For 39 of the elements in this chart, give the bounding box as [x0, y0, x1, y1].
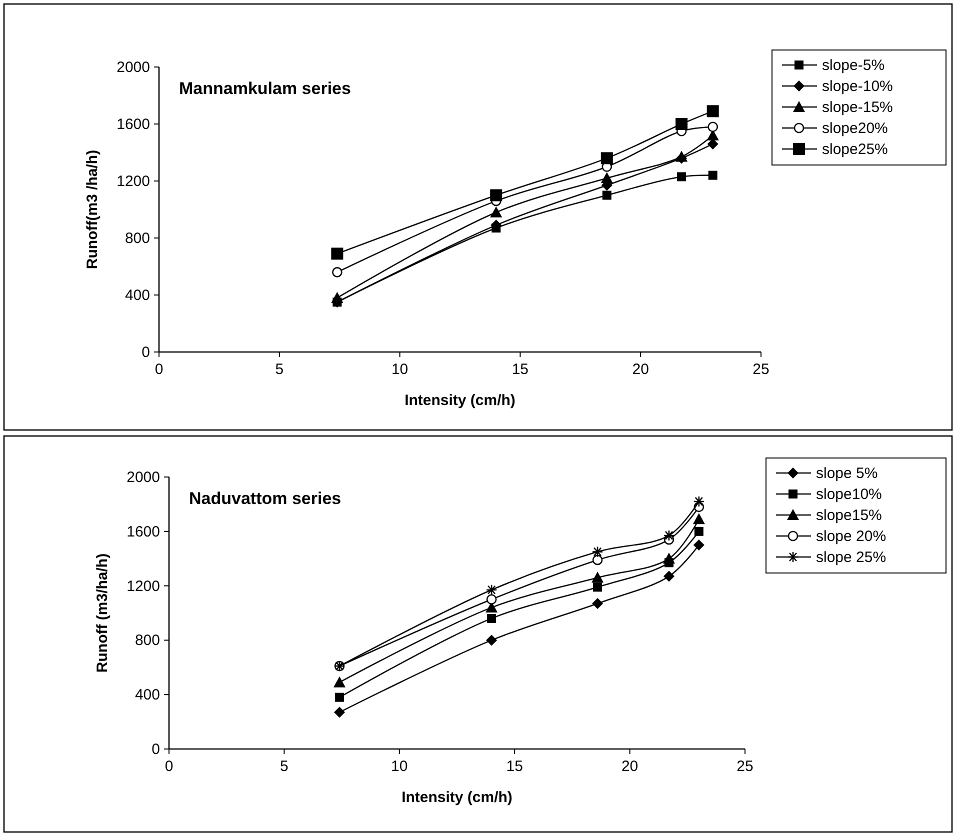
x-tick-label: 20	[632, 361, 649, 378]
text: Mannamkulam series	[179, 79, 351, 98]
x-tick-label: 25	[752, 361, 770, 378]
y-tick-label: 2000	[126, 469, 160, 486]
legend-label: slope20%	[822, 120, 888, 137]
y-tick-label: 800	[124, 230, 150, 247]
x-tick-label: 15	[506, 758, 523, 775]
x-tick-label: 20	[621, 758, 638, 775]
y-axis-title: Runoff (m3/ha/h)	[94, 553, 111, 673]
x-axis-title: Intensity (cm/h)	[402, 789, 512, 806]
text: Naduvattom series	[189, 489, 342, 508]
y-tick-label: 400	[124, 287, 150, 304]
x-axis-title: Intensity (cm/h)	[404, 392, 516, 409]
y-tick-label: 1600	[116, 116, 150, 133]
legend-label: slope15%	[816, 507, 882, 524]
legend-label: slope-10%	[822, 78, 893, 95]
legend-label: slope 5%	[816, 465, 878, 482]
legend-label: slope25%	[822, 141, 888, 158]
legend-label: slope 20%	[816, 528, 886, 545]
y-tick-label: 2000	[116, 59, 150, 76]
y-tick-label: 400	[134, 686, 160, 704]
x-tick-label: 10	[391, 361, 408, 378]
x-tick-label: 15	[512, 361, 529, 378]
x-tick-label: 10	[391, 758, 408, 775]
x-tick-label: 0	[164, 758, 174, 775]
legend-label: slope-15%	[822, 99, 893, 116]
x-tick-label: 5	[275, 361, 284, 378]
y-tick-label: 0	[142, 344, 150, 361]
y-tick-label: 0	[152, 741, 160, 758]
y-axis-title: Runoff(m3 /ha/h)	[84, 150, 101, 270]
legend-label: slope 25%	[816, 549, 886, 566]
legend-label: slope-5%	[822, 57, 885, 74]
y-tick-label: 1200	[126, 578, 160, 595]
y-tick-label: 1200	[116, 173, 150, 190]
x-tick-label: 25	[736, 758, 754, 775]
legend-label: slope10%	[816, 486, 882, 503]
y-tick-label: 800	[134, 632, 160, 650]
y-tick-label: 1600	[126, 523, 160, 540]
x-tick-label: 5	[280, 758, 288, 775]
